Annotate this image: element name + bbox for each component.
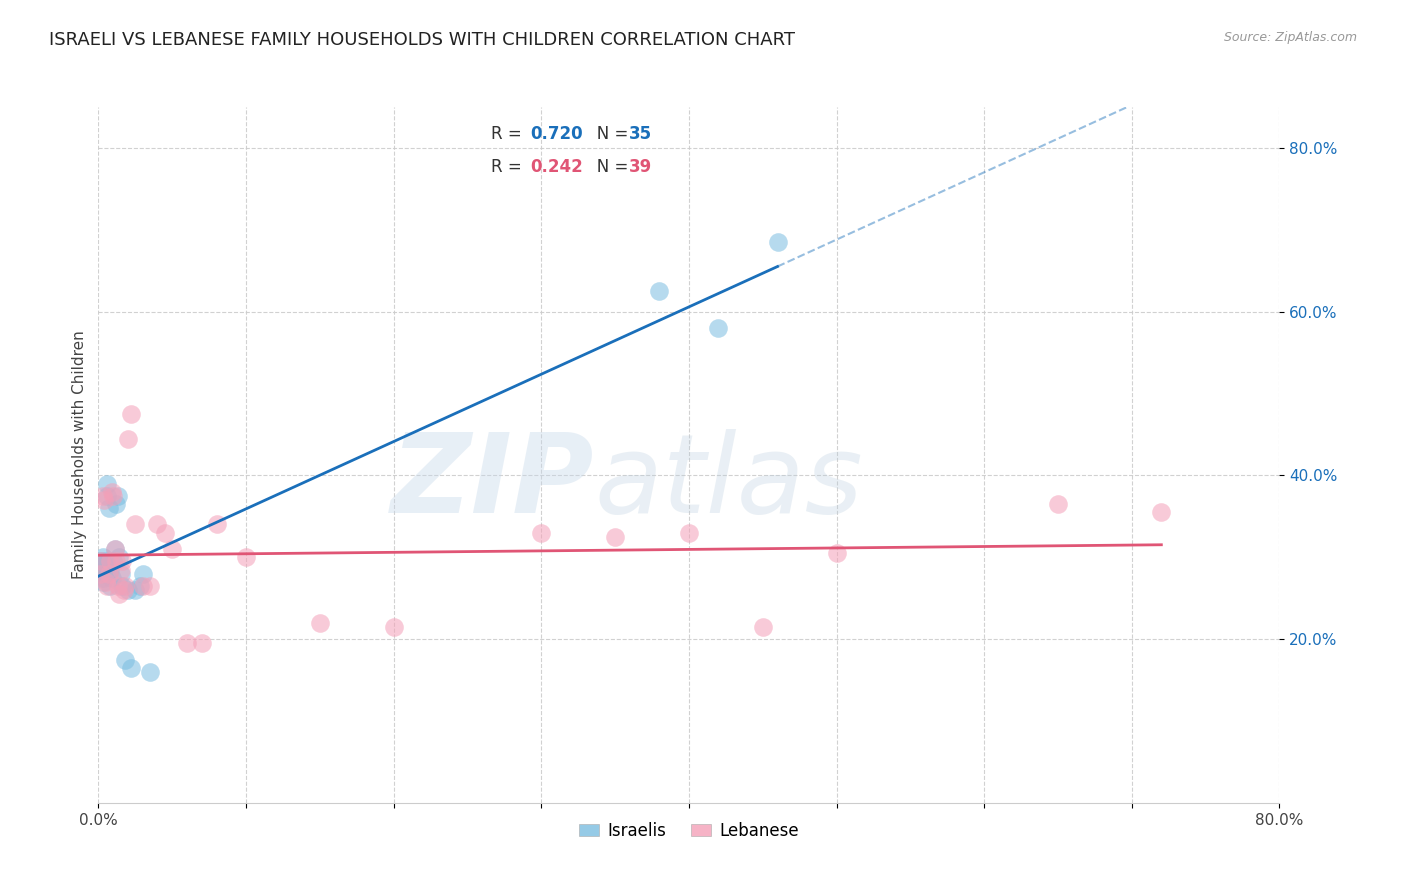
Point xyxy=(97,501,120,516)
Text: ISRAELI VS LEBANESE FAMILY HOUSEHOLDS WITH CHILDREN CORRELATION CHART: ISRAELI VS LEBANESE FAMILY HOUSEHOLDS WI… xyxy=(49,31,796,49)
Point xyxy=(103,554,125,568)
Point xyxy=(93,562,115,576)
Point xyxy=(132,566,155,581)
Point xyxy=(678,525,700,540)
Point xyxy=(111,554,134,568)
Point xyxy=(752,620,775,634)
Point xyxy=(128,579,150,593)
Point xyxy=(117,582,139,597)
Point xyxy=(139,579,162,593)
Point xyxy=(205,517,228,532)
Point xyxy=(114,579,136,593)
Point xyxy=(110,566,132,581)
Point xyxy=(139,665,162,679)
Text: R =: R = xyxy=(491,158,527,176)
Point xyxy=(120,661,142,675)
Point xyxy=(96,579,118,593)
Point xyxy=(93,492,115,507)
Point xyxy=(605,530,627,544)
Point xyxy=(96,489,118,503)
Point xyxy=(90,571,112,585)
Legend: Israelis, Lebanese: Israelis, Lebanese xyxy=(572,815,806,847)
Point xyxy=(104,542,127,557)
Point xyxy=(162,542,183,557)
Text: 0.720: 0.720 xyxy=(530,125,583,143)
Point xyxy=(105,497,128,511)
Point xyxy=(96,476,118,491)
Point xyxy=(103,489,125,503)
Text: 39: 39 xyxy=(628,158,652,176)
Point xyxy=(91,562,114,576)
Point xyxy=(132,579,155,593)
Point xyxy=(89,558,111,573)
Point xyxy=(120,407,142,421)
Point xyxy=(191,636,214,650)
Text: 0.242: 0.242 xyxy=(530,158,583,176)
Point xyxy=(98,554,121,568)
Point xyxy=(107,579,129,593)
Point xyxy=(124,517,146,532)
Point xyxy=(112,582,135,597)
Point xyxy=(825,546,848,560)
Point xyxy=(114,652,136,666)
Point xyxy=(91,574,114,589)
Point xyxy=(100,571,122,585)
Point xyxy=(707,321,730,335)
Point xyxy=(98,579,121,593)
Point xyxy=(117,432,139,446)
Text: 35: 35 xyxy=(628,125,652,143)
Text: N =: N = xyxy=(581,125,634,143)
Point xyxy=(91,489,114,503)
Y-axis label: Family Households with Children: Family Households with Children xyxy=(72,331,87,579)
Text: R =: R = xyxy=(491,125,527,143)
Point xyxy=(235,550,257,565)
Text: atlas: atlas xyxy=(595,429,863,536)
Point xyxy=(382,620,405,634)
Point xyxy=(153,525,176,540)
Point xyxy=(94,566,117,581)
Point xyxy=(309,615,332,630)
Point xyxy=(110,562,132,576)
Point xyxy=(108,550,131,565)
Point xyxy=(98,562,121,576)
Point xyxy=(1046,497,1070,511)
Text: N =: N = xyxy=(581,158,634,176)
Point xyxy=(105,554,128,568)
Point xyxy=(89,566,111,581)
Point xyxy=(93,571,115,585)
Point xyxy=(766,235,789,249)
Point xyxy=(108,587,131,601)
Point xyxy=(1150,505,1173,519)
Point xyxy=(124,582,146,597)
Point xyxy=(97,566,120,581)
Point xyxy=(90,554,112,568)
Point xyxy=(100,484,122,499)
Text: ZIP: ZIP xyxy=(391,429,595,536)
Point xyxy=(94,554,117,568)
Point xyxy=(90,566,112,581)
Point xyxy=(530,525,553,540)
Point xyxy=(146,517,169,532)
Point xyxy=(94,574,117,589)
Point xyxy=(104,542,127,557)
Point xyxy=(176,636,198,650)
Point xyxy=(91,550,114,565)
Point xyxy=(107,489,129,503)
Text: Source: ZipAtlas.com: Source: ZipAtlas.com xyxy=(1223,31,1357,45)
Point xyxy=(93,558,115,573)
Point xyxy=(111,579,134,593)
Point xyxy=(90,554,112,568)
Point xyxy=(648,284,671,298)
